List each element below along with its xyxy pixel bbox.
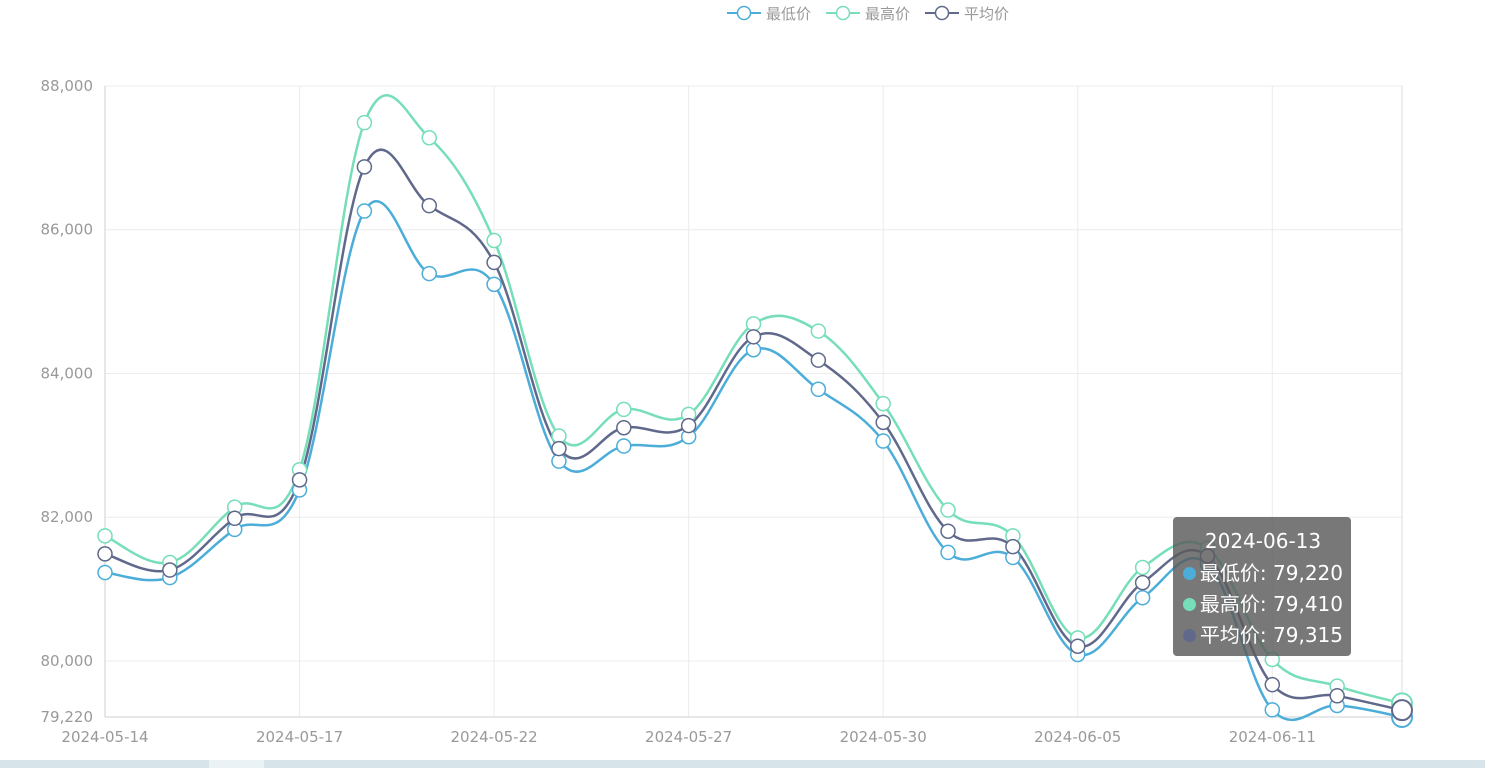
data-point-avg	[1134, 574, 1151, 591]
data-point-max	[97, 528, 113, 544]
tooltip-row-max: 最高价: 79,410	[1183, 589, 1343, 620]
tooltip-avg-text: 平均价: 79,315	[1199, 623, 1343, 647]
data-point-min	[356, 203, 373, 219]
axes: 79,220 80,000 82,000 84,000 86,000 88,000 2024…	[41, 77, 1402, 746]
bottom-strip-highlight	[209, 760, 264, 768]
data-point-min	[616, 438, 632, 454]
tooltip-min-text: 最低价: 79,220	[1199, 561, 1343, 585]
y-tick-label: 80,000	[41, 652, 94, 670]
tooltip: 2024-06-13 最低价: 79,220 最高价: 79,410 平均价: …	[1173, 517, 1351, 656]
series-line-max	[104, 94, 1403, 705]
data-point-max	[875, 395, 891, 412]
legend-item-min[interactable]: 最低价	[726, 3, 811, 24]
bottom-scroll-strip	[0, 760, 1485, 768]
data-point-min	[486, 276, 502, 293]
data-point-avg	[745, 329, 762, 345]
legend: 最低价 最高价 平均价	[0, 0, 1485, 26]
x-tick-label: 2024-05-30	[840, 728, 927, 746]
legend-item-avg[interactable]: 平均价	[924, 3, 1009, 24]
data-point-avg	[356, 159, 373, 175]
data-point-min	[745, 342, 762, 358]
y-tick-label: 86,000	[41, 221, 94, 239]
x-tick-label: 2024-05-17	[256, 728, 343, 746]
x-tick-label: 2024-05-27	[645, 728, 732, 746]
data-point-min	[810, 381, 827, 398]
x-tick-label: 2024-05-14	[61, 728, 148, 746]
legend-min-icon	[726, 5, 761, 21]
y-tick-label: 82,000	[41, 508, 94, 526]
data-point-min	[1134, 589, 1151, 606]
data-point-avg	[162, 562, 178, 578]
data-point-avg	[680, 417, 697, 434]
tooltip-date: 2024-06-13	[1204, 529, 1322, 553]
data-point-avg	[875, 414, 891, 431]
data-point-max	[421, 129, 437, 146]
data-point-avg	[1329, 688, 1345, 704]
data-point-max	[745, 316, 762, 332]
data-point-avg	[226, 510, 243, 527]
data-point-max	[940, 502, 956, 518]
y-tick-label: 79,220	[41, 708, 94, 726]
x-tick-label: 2024-06-05	[1034, 728, 1121, 746]
data-point-avg	[940, 523, 956, 539]
x-tick-label: 2024-05-22	[451, 728, 538, 746]
legend-label-min: 最低价	[765, 4, 811, 23]
y-tick-label: 84,000	[41, 364, 94, 382]
tooltip-max-text: 最高价: 79,410	[1199, 592, 1343, 616]
data-point-min	[940, 544, 956, 561]
data-point-avg	[1264, 676, 1281, 693]
data-point-max	[486, 232, 502, 249]
tooltip-avg-dot-icon	[1183, 629, 1196, 642]
data-point-min	[1264, 702, 1281, 718]
data-point-max	[616, 401, 632, 418]
tooltip-row-avg: 平均价: 79,315	[1183, 620, 1343, 651]
data-point-min	[97, 564, 113, 581]
tooltip-max-dot-icon	[1183, 598, 1196, 611]
data-point-max	[356, 114, 373, 131]
data-points	[97, 114, 1413, 728]
data-point-avg	[616, 419, 632, 436]
legend-item-max[interactable]: 最高价	[825, 3, 910, 24]
data-point-avg	[1005, 538, 1021, 555]
tooltip-row-min: 最低价: 79,220	[1183, 558, 1343, 589]
data-point-avg	[291, 472, 308, 488]
data-point-min	[875, 433, 891, 449]
tooltip-min-dot-icon	[1183, 567, 1196, 580]
data-point-avg	[486, 254, 502, 271]
data-point-avg	[421, 197, 437, 214]
legend-max-icon	[825, 5, 860, 21]
data-point-avg	[97, 546, 113, 562]
data-point-max	[1134, 559, 1151, 576]
data-point-max	[810, 323, 827, 339]
data-point-avg	[551, 440, 567, 457]
legend-label-max: 最高价	[864, 4, 910, 23]
y-tick-label: 88,000	[41, 77, 94, 95]
data-point-avg	[1070, 638, 1086, 654]
legend-label-avg: 平均价	[964, 4, 1010, 23]
x-tick-label: 2024-06-11	[1229, 728, 1316, 746]
data-point-avg	[810, 352, 827, 368]
grid	[105, 85, 1403, 717]
legend-avg-icon	[925, 5, 959, 21]
data-point-min	[421, 265, 437, 282]
data-point-avg	[1391, 699, 1413, 722]
